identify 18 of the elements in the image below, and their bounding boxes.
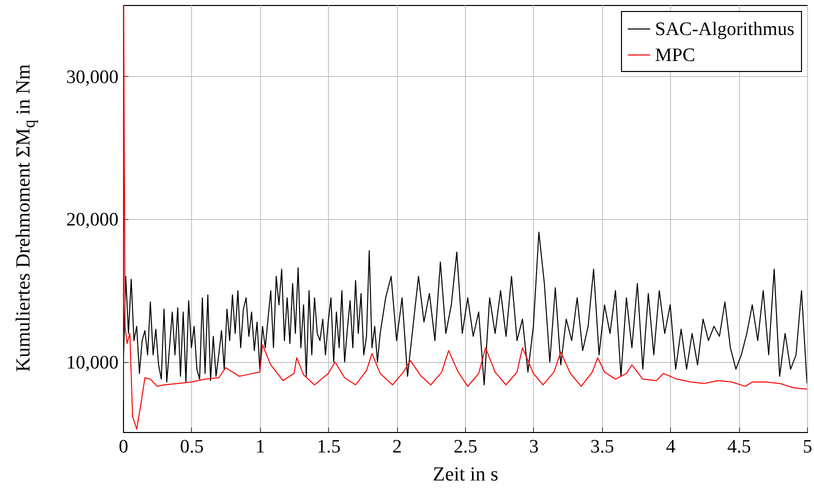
y-tick-label: 30,000 [66, 66, 118, 88]
line-series [123, 5, 807, 430]
x-tick-label: 1.5 [316, 436, 341, 458]
legend-label: MPC [655, 45, 696, 66]
y-tick-label: 20,000 [66, 210, 118, 231]
x-tick-label: 3.5 [590, 436, 614, 458]
x-tick-label: 0.5 [180, 436, 204, 458]
y-tick-label: 10,000 [66, 352, 118, 374]
x-axis-title: Zeit in s [432, 464, 498, 486]
x-tick-label: 4 [666, 436, 676, 458]
x-tick-label: 1 [256, 436, 266, 458]
x-tick-label: 4.5 [727, 436, 751, 458]
x-tick-label: 2 [392, 436, 402, 458]
x-tick-label: 0 [118, 436, 128, 458]
legend-label: SAC-Algorithmus [655, 19, 794, 40]
x-tick-label: 5 [802, 436, 812, 458]
x-tick-label: 3 [529, 436, 539, 458]
x-tick-label: 2.5 [454, 436, 478, 458]
